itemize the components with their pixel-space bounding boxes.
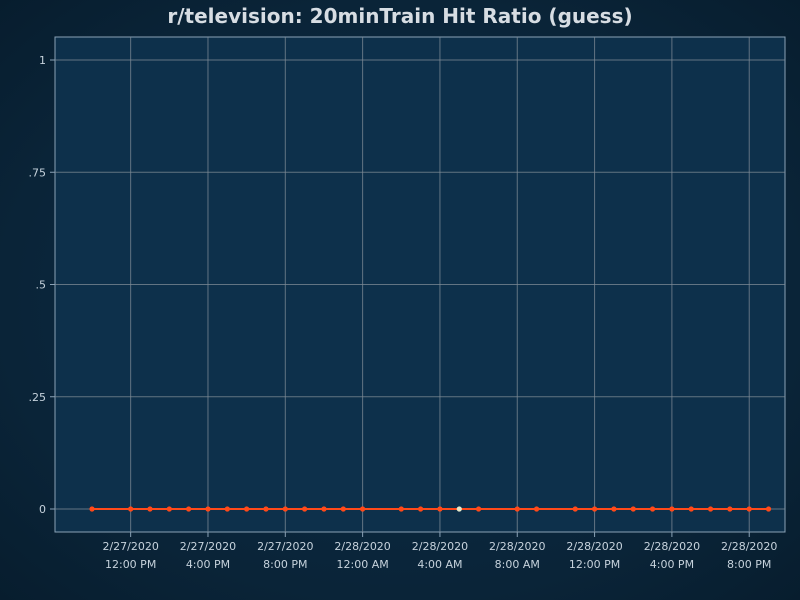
chart-title: r/television: 20minTrain Hit Ratio (gues… xyxy=(167,4,633,28)
series xyxy=(89,506,772,512)
data-point[interactable] xyxy=(186,506,192,512)
data-point[interactable] xyxy=(649,506,656,512)
x-tick-time: 8:00 PM xyxy=(263,558,307,571)
x-tick-date: 2/28/2020 xyxy=(566,540,622,553)
x-tick-date: 2/28/2020 xyxy=(721,540,777,553)
x-tick-date: 2/28/2020 xyxy=(644,540,700,553)
x-tick-time: 12:00 PM xyxy=(105,558,156,571)
data-point[interactable] xyxy=(224,506,230,512)
data-point[interactable] xyxy=(89,506,95,512)
data-point[interactable] xyxy=(572,506,578,512)
data-point[interactable] xyxy=(765,506,772,512)
data-point[interactable] xyxy=(166,506,172,512)
x-tick-time: 8:00 AM xyxy=(495,558,540,571)
data-point[interactable] xyxy=(360,506,366,512)
data-point[interactable] xyxy=(128,506,134,512)
data-point[interactable] xyxy=(727,506,733,512)
data-point[interactable] xyxy=(630,506,636,512)
grid xyxy=(55,37,785,532)
data-point[interactable] xyxy=(340,506,346,512)
y-tick-label: .75 xyxy=(29,166,47,179)
x-tick-date: 2/28/2020 xyxy=(412,540,468,553)
x-tick-date: 2/28/2020 xyxy=(334,540,390,553)
data-point[interactable] xyxy=(321,506,327,512)
data-point[interactable] xyxy=(398,506,404,512)
x-tick-time: 12:00 AM xyxy=(337,558,389,571)
y-tick-label: .5 xyxy=(36,279,47,292)
data-point-highlight[interactable] xyxy=(456,506,462,512)
x-tick-date: 2/27/2020 xyxy=(102,540,158,553)
data-point[interactable] xyxy=(688,506,694,512)
x-tick-date: 2/28/2020 xyxy=(489,540,545,553)
x-tick-time: 4:00 AM xyxy=(417,558,462,571)
data-point[interactable] xyxy=(282,506,288,512)
data-point[interactable] xyxy=(418,506,424,512)
data-point[interactable] xyxy=(669,506,675,512)
data-point[interactable] xyxy=(147,506,153,512)
x-tick-time: 4:00 PM xyxy=(650,558,694,571)
data-point[interactable] xyxy=(533,506,540,512)
data-point[interactable] xyxy=(476,506,482,512)
data-point[interactable] xyxy=(611,506,617,512)
data-point[interactable] xyxy=(205,506,211,512)
data-point[interactable] xyxy=(244,506,250,512)
data-point[interactable] xyxy=(707,506,714,512)
data-point[interactable] xyxy=(746,506,752,512)
x-tick-date: 2/27/2020 xyxy=(180,540,236,553)
axis-ticks: 0 .25 .5 .75 1 2/27/2020 12:00 PM 2/27/2020 4:00… xyxy=(29,54,778,571)
data-point[interactable] xyxy=(263,506,269,512)
y-tick-label: 0 xyxy=(39,503,46,516)
x-tick-time: 8:00 PM xyxy=(727,558,771,571)
x-tick-date: 2/27/2020 xyxy=(257,540,313,553)
x-tick-time: 12:00 PM xyxy=(569,558,620,571)
x-tick-time: 4:00 PM xyxy=(186,558,230,571)
data-point[interactable] xyxy=(514,506,520,512)
data-point[interactable] xyxy=(302,506,308,512)
data-point[interactable] xyxy=(437,506,443,512)
y-tick-label: .25 xyxy=(29,391,47,404)
data-point[interactable] xyxy=(591,506,598,512)
y-tick-label: 1 xyxy=(39,54,46,67)
